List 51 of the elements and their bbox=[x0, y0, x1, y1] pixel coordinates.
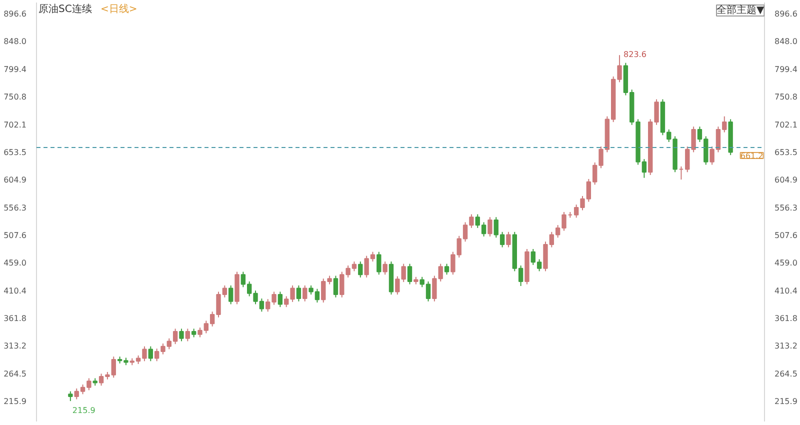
candlestick bbox=[228, 284, 234, 305]
candlestick bbox=[296, 284, 302, 302]
chart-title: 原油SC连续 bbox=[38, 3, 92, 15]
candlestick bbox=[444, 263, 450, 276]
candlestick bbox=[506, 231, 511, 248]
candlestick bbox=[333, 275, 338, 298]
y2-tick-label: 361.8 bbox=[774, 314, 798, 323]
y-tick-label: 507.6 bbox=[4, 231, 27, 240]
candlestick bbox=[68, 390, 73, 402]
annotation: 全部主题▼ bbox=[716, 4, 764, 16]
y2-tick-label: 750.8 bbox=[774, 92, 798, 102]
y2-tick-label: 313.2 bbox=[774, 342, 798, 351]
candlestick bbox=[382, 261, 388, 276]
y2-tick-label: 507.6 bbox=[774, 231, 798, 240]
candlestick bbox=[358, 261, 363, 278]
y2-tick-label: 702.1 bbox=[774, 120, 798, 130]
y2-tick-label: 556.3 bbox=[774, 203, 798, 212]
y2-tick-label: 264.5 bbox=[774, 369, 798, 378]
y2-tick-label: 604.9 bbox=[774, 176, 798, 185]
annotation: 823.6 bbox=[624, 50, 646, 60]
y-tick-label: 313.2 bbox=[4, 342, 27, 351]
y-tick-label: 653.5 bbox=[4, 148, 27, 157]
y-tick-label: 750.8 bbox=[4, 92, 27, 102]
candlestick bbox=[407, 263, 412, 285]
y-tick-label: 896.6 bbox=[4, 10, 27, 19]
y-tick-label: 215.9 bbox=[4, 397, 27, 406]
y-tick-label: 848.0 bbox=[4, 37, 27, 46]
candlestick bbox=[179, 328, 184, 342]
candlestick bbox=[185, 328, 190, 342]
candlestick bbox=[278, 291, 283, 308]
y2-tick-label: 215.9 bbox=[774, 397, 798, 406]
y2-tick-label: 799.4 bbox=[774, 64, 798, 74]
candlestick bbox=[376, 251, 382, 276]
y2-tick-label: 896.6 bbox=[774, 10, 798, 19]
y-tick-label: 410.4 bbox=[4, 286, 27, 296]
y2-tick-label: 410.4 bbox=[774, 286, 798, 296]
candlestick bbox=[488, 216, 492, 237]
y-tick-label: 702.1 bbox=[4, 120, 27, 130]
candlestick bbox=[302, 284, 308, 302]
y2-tick-label: 653.5 bbox=[774, 148, 798, 157]
y-tick-label: 361.8 bbox=[4, 314, 27, 323]
y2-tick-label: 848.0 bbox=[774, 37, 798, 46]
annotation: 215.9 bbox=[72, 406, 96, 416]
y-tick-label: 556.3 bbox=[4, 203, 27, 212]
chart-subtitle: <日线> bbox=[100, 3, 138, 15]
y-tick-label: 264.5 bbox=[4, 369, 27, 378]
candlestick bbox=[148, 346, 153, 362]
y-tick-label: 799.4 bbox=[4, 64, 27, 74]
y-tick-label: 459.0 bbox=[4, 258, 27, 268]
y-tick-label: 604.9 bbox=[4, 176, 27, 185]
y2-tick-label: 459.0 bbox=[774, 258, 798, 268]
